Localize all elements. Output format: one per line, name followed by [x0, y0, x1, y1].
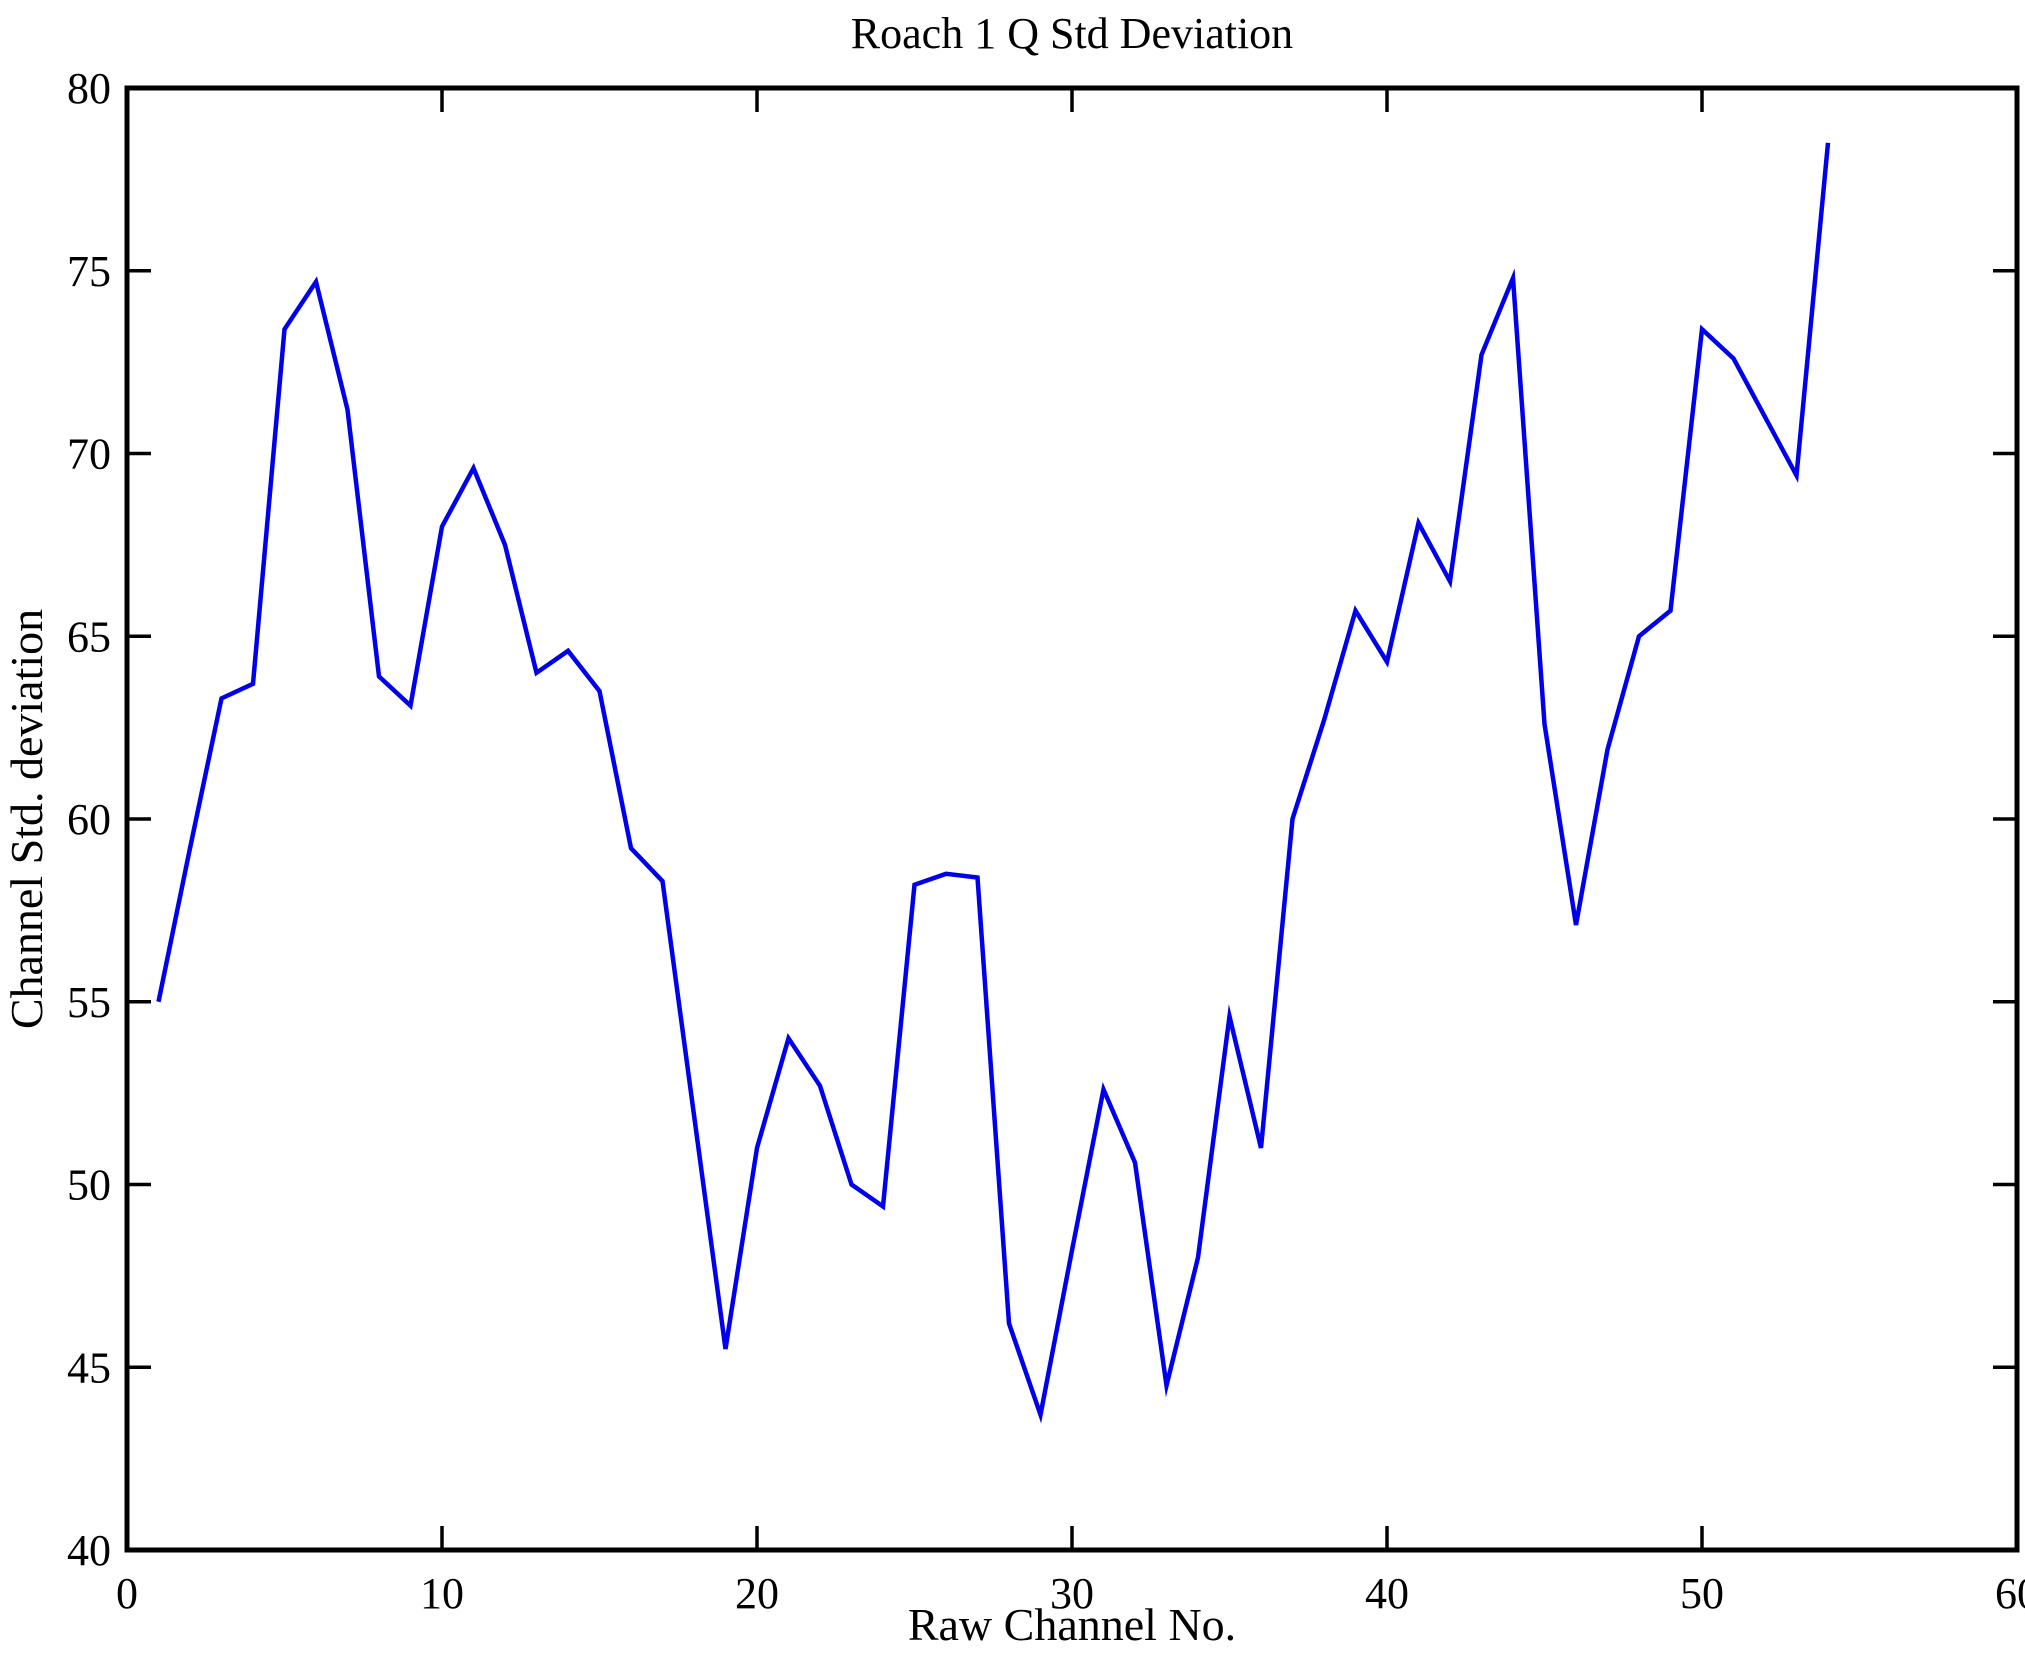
x-tick-label: 10 — [420, 1569, 464, 1618]
x-tick-label: 40 — [1365, 1569, 1409, 1618]
x-tick-label: 0 — [116, 1569, 138, 1618]
y-tick-label: 45 — [67, 1343, 111, 1392]
y-tick-label: 40 — [67, 1526, 111, 1575]
axis-ticks — [125, 86, 2019, 1552]
y-tick-label: 65 — [67, 612, 111, 661]
x-tick-label: 60 — [1995, 1569, 2025, 1618]
y-tick-label: 50 — [67, 1161, 111, 1210]
y-tick-label: 80 — [67, 64, 111, 113]
y-tick-label: 60 — [67, 795, 111, 844]
axis-tick-labels: 0 10 20 30 40 50 60 40 45 50 55 60 65 70 75 80 — [67, 64, 2025, 1618]
plot-area-border — [124, 85, 2020, 1553]
x-tick-label: 20 — [735, 1569, 779, 1618]
line-series-group — [156, 142, 1831, 1424]
chart-title: Roach 1 Q Std Deviation — [851, 9, 1293, 58]
x-axis-label: Raw Channel No. — [908, 1599, 1236, 1650]
y-tick-label: 75 — [67, 247, 111, 296]
y-tick-label: 70 — [67, 430, 111, 479]
y-tick-label: 55 — [67, 978, 111, 1027]
x-tick-label: 50 — [1680, 1569, 1724, 1618]
x-tick-label: 30 — [1050, 1569, 1094, 1618]
line-series — [156, 142, 1831, 1424]
y-axis-label: Channel Std. deviation — [1, 609, 52, 1029]
